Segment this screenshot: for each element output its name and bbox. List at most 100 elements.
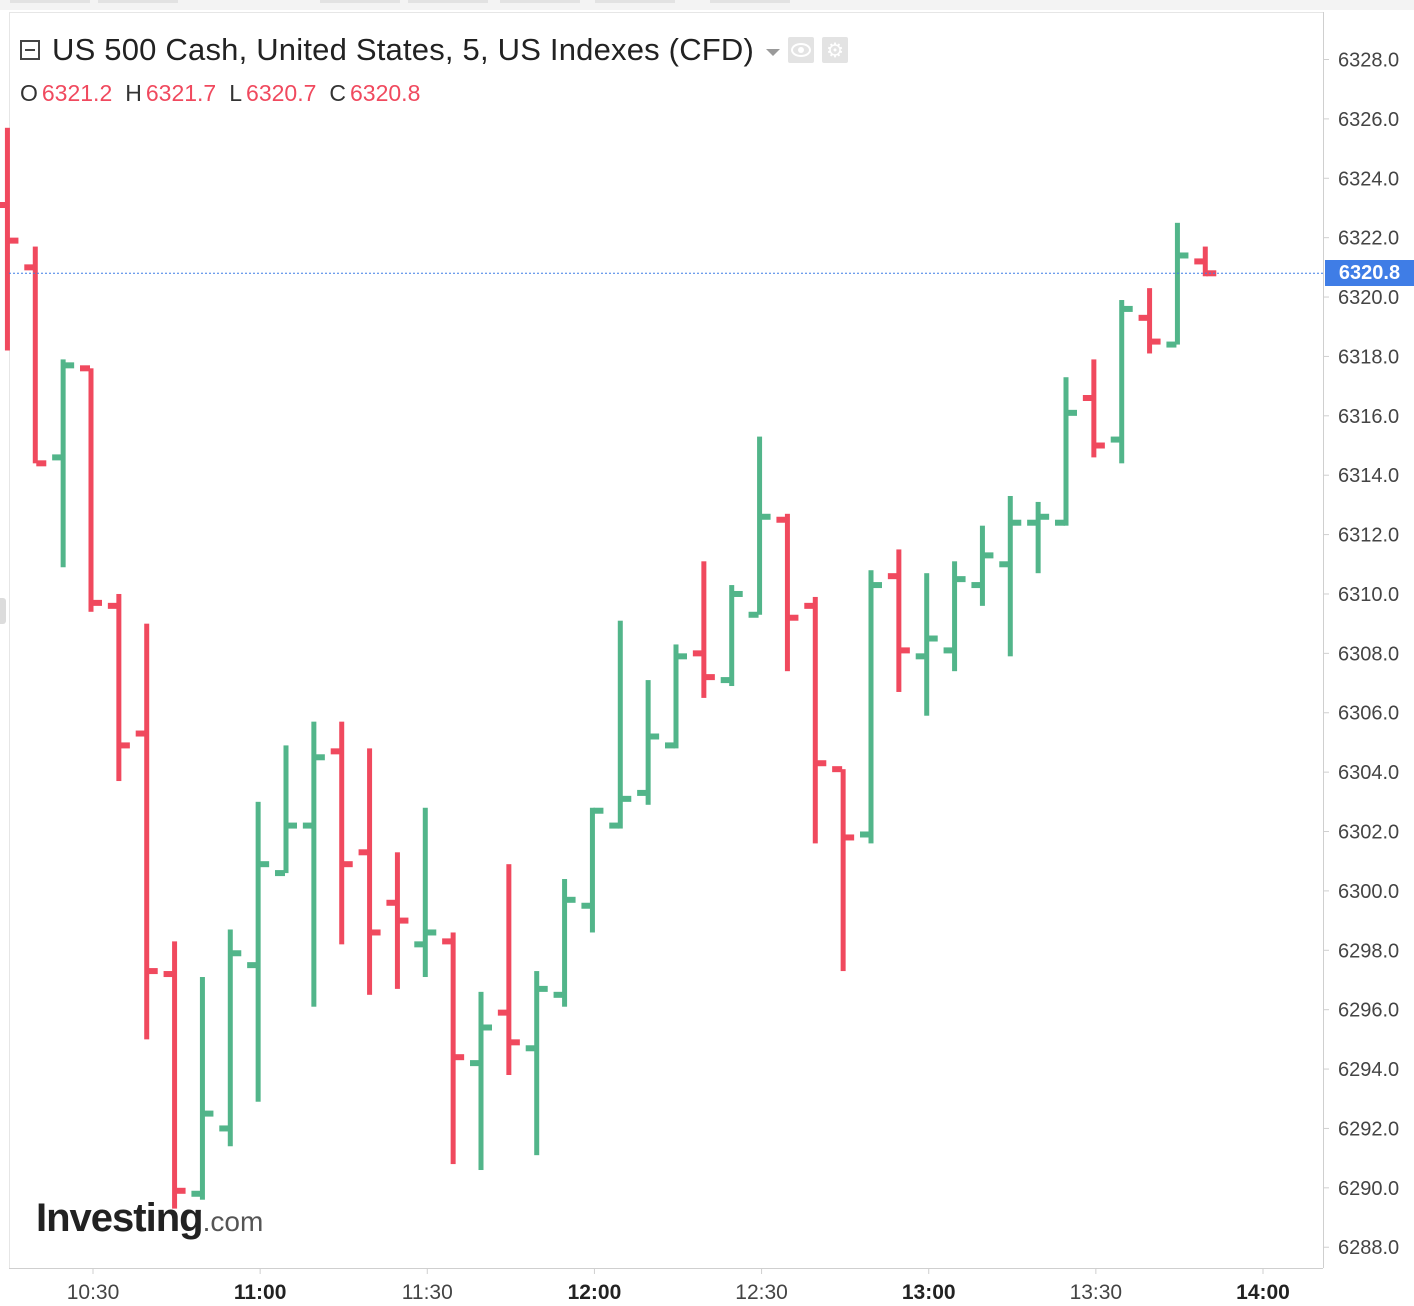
ohlc-bar[interactable] bbox=[553, 879, 576, 1007]
bar-open-tick bbox=[386, 899, 397, 906]
ohlc-bar[interactable] bbox=[748, 436, 771, 618]
bar-high-low bbox=[1063, 377, 1069, 526]
ohlc-bar[interactable] bbox=[414, 807, 437, 978]
bar-high-low bbox=[784, 513, 790, 672]
ohlc-bar[interactable] bbox=[804, 596, 827, 844]
plot-background bbox=[9, 12, 1414, 1306]
ohlc-bar[interactable] bbox=[302, 721, 325, 1007]
bar-high-low bbox=[478, 991, 484, 1171]
ohlc-bar[interactable] bbox=[247, 801, 270, 1102]
ohlc-bar[interactable] bbox=[470, 991, 492, 1171]
gear-icon[interactable]: ⚙ bbox=[822, 37, 849, 63]
x-tick-label: 13:00 bbox=[902, 1281, 956, 1304]
ohlc-bar[interactable] bbox=[665, 644, 687, 749]
ohlc-bar[interactable] bbox=[135, 623, 158, 1040]
ohlc-bar[interactable] bbox=[80, 365, 102, 612]
bar-close-tick bbox=[732, 590, 743, 597]
bar-open-tick bbox=[1166, 341, 1177, 348]
x-tick-label: 13:30 bbox=[1070, 1281, 1123, 1304]
ohlc-bar[interactable] bbox=[358, 748, 381, 995]
ohlc-bar[interactable] bbox=[1027, 501, 1050, 574]
ohlc-bar[interactable] bbox=[1194, 246, 1217, 277]
y-tick-label: 6312.0 bbox=[1338, 525, 1399, 547]
bar-high-low bbox=[1035, 501, 1041, 574]
chevron-down-icon[interactable] bbox=[766, 48, 781, 56]
y-tick-label: 6320.0 bbox=[1338, 287, 1399, 309]
ohlc-bar[interactable] bbox=[720, 585, 743, 687]
ohlc-bar[interactable] bbox=[330, 721, 353, 945]
left-panel-handle[interactable] bbox=[0, 598, 6, 624]
bar-high-low bbox=[199, 977, 205, 1200]
bar-close-tick bbox=[482, 1024, 492, 1031]
ohlc-bar[interactable] bbox=[0, 127, 19, 351]
ohlc-bar[interactable] bbox=[1166, 222, 1189, 348]
bar-open-tick bbox=[247, 962, 258, 969]
ohlc-bar[interactable] bbox=[442, 932, 465, 1165]
bar-open-tick bbox=[1055, 519, 1065, 526]
bar-high-low bbox=[367, 748, 373, 995]
ohlc-bar[interactable] bbox=[1082, 359, 1105, 458]
bar-open-tick bbox=[720, 677, 731, 684]
ohlc-bar[interactable] bbox=[999, 495, 1022, 657]
ohlc-bar[interactable] bbox=[386, 852, 409, 989]
ohlc-bar[interactable] bbox=[275, 745, 297, 877]
ohlc-bar[interactable] bbox=[943, 561, 966, 672]
bar-high-low bbox=[4, 127, 10, 351]
ohlc-bar[interactable] bbox=[609, 620, 632, 829]
bar-open-tick bbox=[470, 1060, 480, 1067]
bar-close-tick bbox=[1150, 338, 1161, 345]
ohlc-open-key: O bbox=[20, 80, 38, 106]
ohlc-bar[interactable] bbox=[832, 766, 855, 972]
ohlc-bar[interactable] bbox=[24, 246, 47, 467]
ohlc-bar[interactable] bbox=[1055, 377, 1077, 526]
ohlc-bar[interactable] bbox=[191, 977, 214, 1200]
bar-high-low bbox=[840, 769, 846, 972]
ohlc-bar[interactable] bbox=[860, 570, 882, 844]
ohlc-bar[interactable] bbox=[1110, 300, 1133, 464]
bar-open-tick bbox=[553, 991, 564, 998]
ohlc-bar[interactable] bbox=[637, 680, 660, 805]
y-tick-label: 6316.0 bbox=[1338, 406, 1399, 428]
symbol-title: US 500 Cash, United States, 5, US Indexe… bbox=[52, 32, 755, 67]
toolbar-tab[interactable] bbox=[500, 0, 580, 3]
bar-open-tick bbox=[1194, 258, 1205, 265]
visibility-eye-icon[interactable] bbox=[788, 37, 815, 63]
ohlc-bar[interactable] bbox=[163, 941, 186, 1209]
ohlc-bar[interactable] bbox=[776, 513, 799, 672]
ohlc-bar[interactable] bbox=[497, 864, 520, 1075]
ohlc-bar[interactable] bbox=[915, 573, 938, 716]
ohlc-bar[interactable] bbox=[52, 359, 75, 568]
ohlc-bar[interactable] bbox=[1138, 288, 1161, 354]
ohlc-bar[interactable] bbox=[692, 561, 715, 698]
ohlc-bar[interactable] bbox=[107, 593, 130, 782]
bar-close-tick bbox=[509, 1039, 520, 1046]
ohlc-bar[interactable] bbox=[887, 549, 910, 692]
x-tick-label: 10:30 bbox=[67, 1281, 120, 1304]
bar-open-tick bbox=[971, 582, 982, 589]
toolbar-tab[interactable] bbox=[710, 0, 790, 3]
toolbar-tab[interactable] bbox=[98, 0, 178, 3]
toolbar-tab[interactable] bbox=[10, 0, 90, 3]
bar-high-low bbox=[311, 721, 317, 1007]
bar-close-tick bbox=[704, 674, 715, 681]
toolbar-tab[interactable] bbox=[408, 0, 488, 3]
ohlc-bar[interactable] bbox=[219, 929, 242, 1147]
ohlc-bar[interactable] bbox=[971, 525, 994, 606]
bar-high-low bbox=[283, 745, 289, 874]
bar-high-low bbox=[868, 570, 874, 844]
ohlc-bar[interactable] bbox=[581, 807, 604, 933]
collapse-legend-button[interactable] bbox=[20, 40, 40, 60]
toolbar-tab[interactable] bbox=[320, 0, 400, 3]
bar-open-tick bbox=[609, 822, 620, 829]
y-tick-label: 6324.0 bbox=[1338, 168, 1399, 190]
bar-close-tick bbox=[314, 754, 325, 761]
toolbar-tab[interactable] bbox=[595, 0, 675, 3]
bar-high-low bbox=[534, 971, 540, 1156]
current-price-label: 6320.8 bbox=[1325, 260, 1414, 287]
ohlc-bar[interactable] bbox=[525, 971, 548, 1156]
bar-open-tick bbox=[637, 789, 648, 796]
bar-open-tick bbox=[275, 870, 285, 877]
bar-open-tick bbox=[135, 730, 146, 737]
